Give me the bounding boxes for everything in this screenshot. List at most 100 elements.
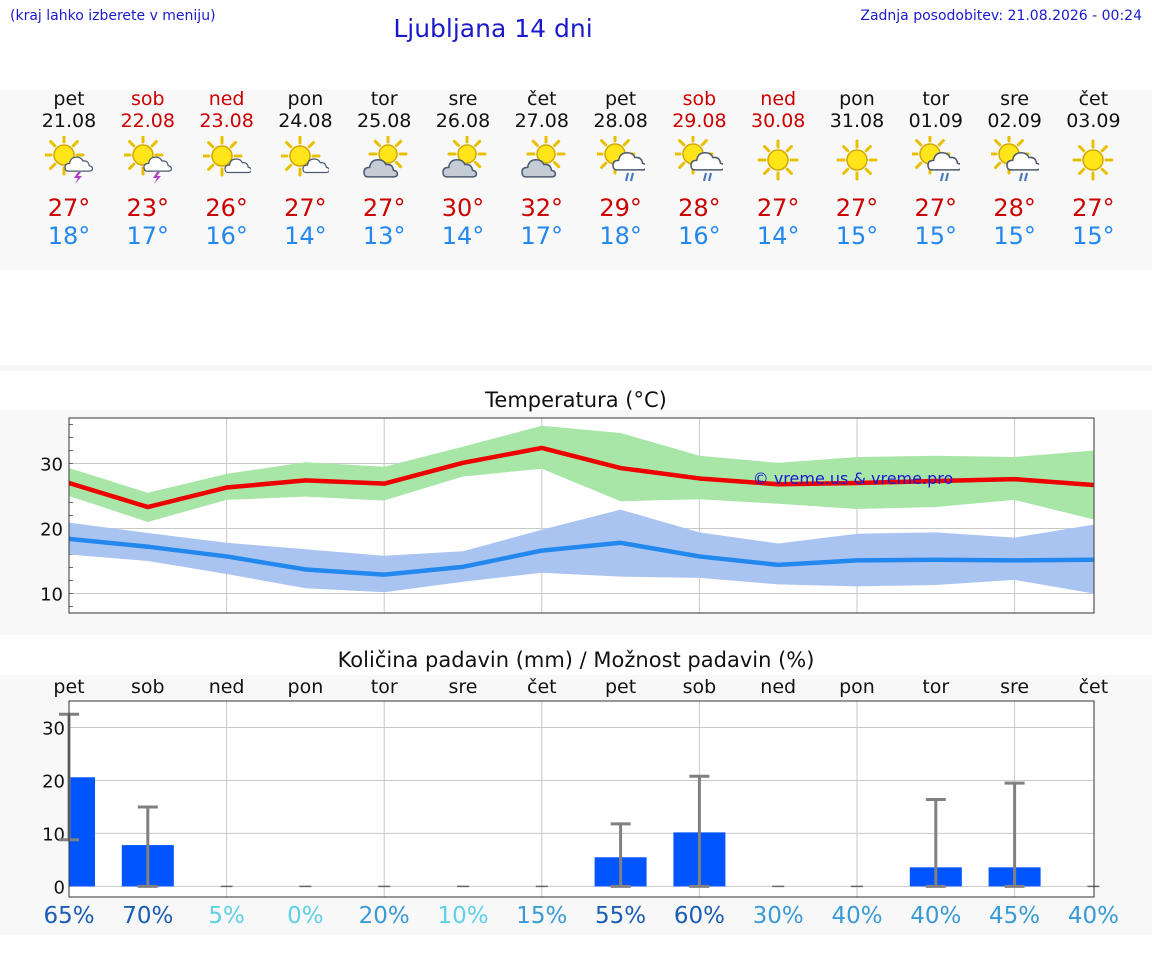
max-temperature: 28° [993,194,1036,222]
forecast-band [0,90,1152,270]
min-temperature: 17° [126,222,170,250]
temperature-chart-title: Temperatura (°C) [485,388,667,412]
precipitation-probability: 40% [910,903,962,929]
plot-frame [68,417,1095,614]
min-temperature: 16° [205,222,248,250]
day-date: 23.08 [199,110,254,132]
max-temperature: 30° [441,194,485,222]
day-date: 24.08 [278,110,333,132]
max-temperature: 28° [678,194,721,222]
precipitation-probability: 45% [989,903,1041,929]
min-temperature: 17° [520,222,564,250]
y-tick-label: 30 [42,718,65,739]
day-forecast: tor 25.08 27° 13° [344,88,424,250]
day-forecast: sob 29.08 28° 16° [659,88,739,250]
day-date: 25.08 [356,110,412,132]
min-temperature: 16° [678,222,721,250]
min-temperature: 15° [914,222,958,250]
y-tick-label: 20 [40,520,63,541]
max-temperature: 32° [520,194,564,222]
day-date: 22.08 [120,110,175,132]
x-category-label: pet [53,676,84,698]
divider [0,365,1152,371]
y-tick-label: 10 [42,824,65,845]
day-forecast: čet 03.09 27° 15° [1053,88,1133,250]
sun-cloud-thunder-icon [45,136,93,184]
precipitation-chart: pet sob ned pon tor sre čet pet sob ned pon tor sre č… [42,676,1109,898]
day-date: 30.08 [750,110,806,132]
day-forecast: tor 01.09 27° 15° [896,88,976,250]
x-category-label: sre [449,676,478,698]
day-name: tor [922,88,950,110]
day-name: ned [760,88,797,110]
x-category-label: tor [922,676,949,698]
temperature-chart: 10 20 30 © vreme.us & vreme.pro [40,417,1095,614]
day-forecast: ned 23.08 26° 16° [187,88,267,250]
page-title: Ljubljana 14 dni [393,14,593,43]
sun-cloud-rain-icon [990,136,1039,182]
x-category-label: sob [683,676,717,698]
x-category-label: ned [209,676,245,698]
day-name: sre [448,88,478,110]
sun-small-cloud-icon [202,136,251,177]
precipitation-probability: 40% [1067,903,1119,929]
precipitation-probability: 65% [43,903,95,929]
day-forecast: sre 26.08 30° 14° [423,88,503,250]
precipitation-probability: 30% [752,903,804,929]
min-temperature: 14° [756,222,800,250]
x-category-label: čet [527,676,557,698]
day-date: 26.08 [435,110,491,132]
max-temperature: 27° [835,194,879,222]
x-category-label: čet [1079,676,1109,698]
x-category-label: pon [839,676,875,698]
day-date: 27.08 [514,110,569,132]
precipitation-probability: 0% [287,903,324,929]
min-temperature: 14° [284,222,327,250]
precipitation-probability: 70% [122,903,174,929]
day-date: 02.09 [987,110,1042,132]
max-temperature: 27° [362,194,406,222]
sun-cloud-rain-icon [675,136,724,182]
last-update: Zadnja posodobitev: 21.08.2026 - 00:24 [860,8,1142,24]
min-temperature-line [68,536,1094,577]
sun-icon [836,139,878,181]
day-name: sob [682,88,717,110]
sun-cloud-rain-icon [596,136,645,182]
day-name: sre [1000,88,1030,110]
sun-icon [1072,139,1114,181]
plot-frame [68,700,1095,898]
day-forecast: pet 21.08 27° 18° [29,88,109,250]
y-tick-label: 0 [54,877,65,898]
sun-cloud-icon [363,136,408,178]
x-category-label: sre [1000,676,1029,698]
day-date: 03.09 [1066,110,1121,132]
day-name: čet [527,88,557,110]
min-temperature: 15° [1072,222,1115,250]
day-forecast: sob 22.08 23° 17° [108,88,188,250]
max-temperature-range [69,425,1094,522]
max-temperature-line [68,445,1094,510]
min-temperature: 13° [362,222,406,250]
plot-area [69,701,1094,897]
x-category-label: tor [371,676,398,698]
precipitation-probability: 55% [595,903,647,929]
min-temperature: 15° [835,222,879,250]
day-date: 31.08 [829,110,885,132]
precipitation-probability: 15% [516,903,568,929]
sun-cloud-icon [442,136,487,178]
precipitation-probability: 5% [208,903,245,929]
y-tick-label: 30 [40,455,63,476]
max-temperature: 27° [284,194,327,222]
sun-small-cloud-icon [281,136,330,177]
day-name: pon [839,88,875,110]
day-forecast: sre 02.09 28° 15° [975,88,1055,250]
day-forecast: pon 31.08 27° 15° [817,88,897,250]
day-name: ned [208,88,245,110]
sun-cloud-thunder-icon [123,136,172,184]
y-tick-label: 20 [42,771,65,792]
precipitation-chart-title: Količina padavin (mm) / Možnost padavin … [337,648,815,672]
day-name: pet [604,88,637,110]
y-tick-label: 10 [40,585,63,606]
sun-cloud-rain-icon [911,136,960,182]
sun-icon [757,139,799,181]
